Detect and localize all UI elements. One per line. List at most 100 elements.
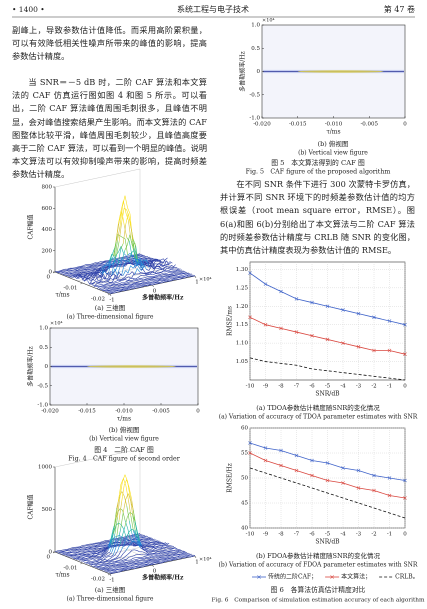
surface-segment [126, 542, 130, 546]
surface-segment [151, 555, 155, 558]
surface-segment [90, 282, 94, 285]
surface-segment [70, 275, 74, 277]
surface-segment [122, 569, 126, 572]
surface-segment [121, 265, 125, 276]
surface-segment [79, 266, 82, 268]
surface-segment [120, 283, 123, 286]
surface-segment [82, 550, 85, 553]
surface-segment [135, 562, 139, 565]
paragraph: 副峰上，导致参数估计值降低。而采用高阶累积量，可以有效降低相关性噪声所带来的峰值… [12, 25, 207, 62]
surface-segment [118, 272, 122, 276]
surface-segment [130, 543, 134, 547]
surface-segment [185, 273, 188, 275]
x-axis-label: τ/ms [117, 416, 131, 423]
surface-segment [59, 269, 63, 272]
surface-segment [162, 561, 166, 563]
surface-segment [132, 265, 136, 269]
surface-segment [108, 552, 112, 556]
surface-segment [148, 261, 152, 268]
surface-segment [121, 208, 125, 223]
surface-segment [117, 274, 121, 279]
surface-segment [126, 276, 129, 279]
surface-segment [162, 275, 166, 277]
surface-segment [106, 280, 110, 283]
surface-segment [69, 270, 73, 272]
surface-segment [118, 556, 121, 559]
surface-segment [67, 273, 70, 276]
surface-segment [160, 280, 164, 283]
surface-segment [176, 271, 179, 273]
surface-segment [136, 268, 140, 273]
surface-segment [120, 542, 123, 544]
surface-segment [127, 282, 131, 285]
surface-segment [73, 273, 77, 275]
surface-segment [163, 560, 166, 562]
axis-multiplier: ×10⁴ [199, 277, 212, 283]
surface-segment [119, 558, 123, 561]
surface-segment [87, 562, 90, 565]
surface-segment [122, 556, 125, 560]
surface-segment [141, 553, 144, 556]
surface-segment [77, 268, 80, 271]
surface-segment [84, 547, 88, 549]
z-tick-label: 0 [49, 550, 53, 556]
surface-segment [91, 271, 95, 273]
surface-segment [128, 565, 132, 567]
surface-segment [148, 548, 151, 550]
surface-segment [92, 558, 96, 560]
surface-segment [143, 258, 147, 260]
surface-segment [110, 278, 114, 281]
marker [356, 486, 361, 490]
floor-grid [76, 542, 163, 561]
surface-segment [117, 571, 121, 573]
surface-segment [112, 558, 116, 561]
surface-segment [119, 259, 123, 268]
surface-segment [133, 530, 137, 539]
surface-segment [109, 544, 113, 553]
surface-segment [172, 559, 176, 561]
surface-segment [140, 534, 144, 536]
surface-segment [146, 538, 149, 540]
surface-segment [184, 556, 188, 558]
surface-segment [104, 289, 107, 291]
y-tick-label: -1.0 [249, 116, 260, 122]
surface-segment [89, 263, 93, 265]
surface-segment [86, 548, 90, 550]
surface-segment [128, 261, 132, 264]
surface-segment [159, 273, 163, 275]
surface-segment [98, 559, 101, 562]
surface-segment [131, 532, 135, 543]
surface-segment [143, 564, 146, 566]
marker [372, 315, 376, 320]
surface-segment [130, 259, 134, 261]
surface-segment [134, 549, 138, 551]
x-tick [107, 293, 111, 296]
surface-segment [169, 554, 172, 556]
surface-segment [155, 547, 159, 549]
surface-segment [120, 541, 124, 543]
surface-segment [165, 559, 169, 562]
surface-segment [158, 278, 162, 280]
surface-segment [154, 562, 158, 565]
surface-segment [153, 259, 157, 265]
surface-segment [122, 250, 126, 260]
surface-segment [111, 545, 115, 553]
surface-segment [163, 277, 167, 279]
surface-segment [131, 278, 135, 281]
surface-segment [91, 274, 95, 280]
surface-segment [151, 261, 155, 269]
surface-segment [116, 272, 120, 279]
surface-segment [130, 565, 133, 567]
surface-segment [165, 557, 168, 560]
surface-segment [140, 563, 143, 565]
surface-segment [163, 270, 167, 272]
y-tick-label: -1 [109, 578, 114, 584]
surface-segment [99, 266, 103, 273]
surface-segment [130, 539, 134, 541]
surface-segment [152, 273, 156, 276]
surface-segment [152, 263, 156, 268]
surface-segment [182, 274, 186, 276]
surface-segment [59, 549, 63, 551]
surface-segment [160, 276, 163, 278]
surface-segment [150, 547, 154, 550]
